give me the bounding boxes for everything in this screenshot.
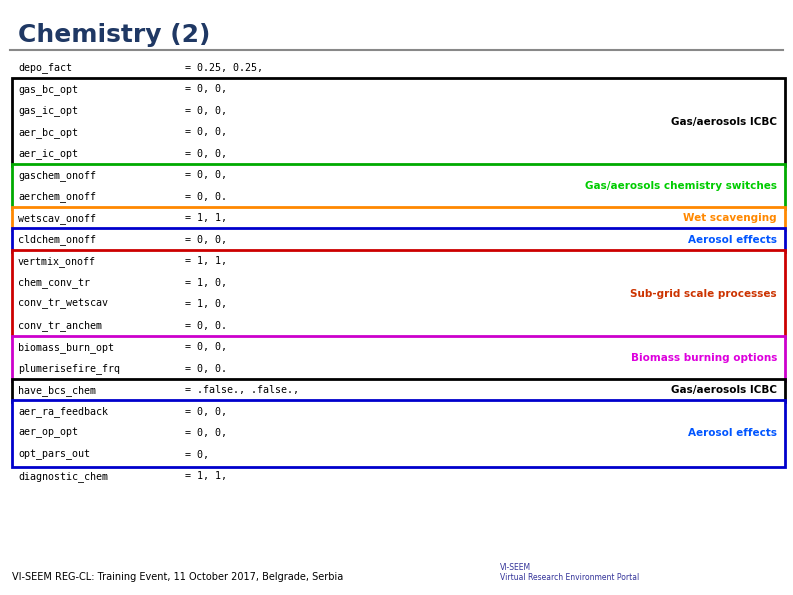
Text: = 0, 0,: = 0, 0, (185, 235, 227, 245)
Text: = 0, 0,: = 0, 0, (185, 342, 227, 352)
Text: Biomass burning options: Biomass burning options (630, 353, 777, 363)
Text: Gas/aerosols chemistry switches: Gas/aerosols chemistry switches (585, 181, 777, 191)
Text: = 0, 0.: = 0, 0. (185, 364, 227, 374)
FancyBboxPatch shape (12, 378, 785, 402)
FancyBboxPatch shape (12, 77, 785, 165)
Text: = 0, 0.: = 0, 0. (185, 321, 227, 331)
Text: vertmix_onoff: vertmix_onoff (18, 256, 96, 267)
Text: = 1, 0,: = 1, 0, (185, 299, 227, 309)
Text: plumerisefire_frq: plumerisefire_frq (18, 364, 120, 374)
Text: aer_ic_opt: aer_ic_opt (18, 148, 78, 159)
Text: VI-SEEM
Virtual Research Environment Portal: VI-SEEM Virtual Research Environment Por… (500, 563, 639, 582)
Text: VI-SEEM REG-CL: Training Event, 11 October 2017, Belgrade, Serbia: VI-SEEM REG-CL: Training Event, 11 Octob… (12, 572, 343, 582)
Text: gas_bc_opt: gas_bc_opt (18, 84, 78, 95)
FancyBboxPatch shape (12, 164, 785, 208)
Text: depo_fact: depo_fact (18, 62, 72, 73)
Text: = 0, 0.: = 0, 0. (185, 192, 227, 202)
Text: = 1, 0,: = 1, 0, (185, 278, 227, 288)
Text: gas_ic_opt: gas_ic_opt (18, 105, 78, 116)
Text: Wet scavenging: Wet scavenging (684, 213, 777, 223)
Text: cldchem_onoff: cldchem_onoff (18, 234, 96, 245)
Text: = 1, 1,: = 1, 1, (185, 471, 227, 481)
Text: = 0, 0,: = 0, 0, (185, 428, 227, 439)
Text: aer_bc_opt: aer_bc_opt (18, 127, 78, 137)
Text: = 0.25, 0.25,: = 0.25, 0.25, (185, 62, 263, 73)
FancyBboxPatch shape (12, 206, 785, 230)
Text: aerchem_onoff: aerchem_onoff (18, 192, 96, 202)
Text: gaschem_onoff: gaschem_onoff (18, 170, 96, 181)
Text: = 0, 0,: = 0, 0, (185, 149, 227, 159)
Text: wetscav_onoff: wetscav_onoff (18, 213, 96, 224)
Text: = 0, 0,: = 0, 0, (185, 407, 227, 416)
Text: = 0,: = 0, (185, 450, 209, 460)
Text: Aerosol effects: Aerosol effects (688, 235, 777, 245)
Text: Chemistry (2): Chemistry (2) (18, 23, 210, 47)
Text: Aerosol effects: Aerosol effects (688, 428, 777, 439)
Text: conv_tr_wetscav: conv_tr_wetscav (18, 299, 108, 309)
Text: chem_conv_tr: chem_conv_tr (18, 277, 90, 288)
FancyBboxPatch shape (12, 336, 785, 380)
Text: Sub-grid scale processes: Sub-grid scale processes (630, 289, 777, 299)
Text: Gas/aerosols ICBC: Gas/aerosols ICBC (671, 385, 777, 395)
Text: = 0, 0,: = 0, 0, (185, 84, 227, 94)
Text: diagnostic_chem: diagnostic_chem (18, 471, 108, 482)
Text: opt_pars_out: opt_pars_out (18, 450, 90, 460)
FancyBboxPatch shape (12, 400, 785, 466)
Text: aer_ra_feedback: aer_ra_feedback (18, 406, 108, 417)
FancyBboxPatch shape (12, 228, 785, 252)
Text: = 0, 0,: = 0, 0, (185, 170, 227, 180)
Text: conv_tr_anchem: conv_tr_anchem (18, 320, 102, 331)
Text: Gas/aerosols ICBC: Gas/aerosols ICBC (671, 117, 777, 127)
Text: = 1, 1,: = 1, 1, (185, 213, 227, 223)
Text: = 0, 0,: = 0, 0, (185, 127, 227, 137)
FancyBboxPatch shape (12, 249, 785, 337)
Text: = 0, 0,: = 0, 0, (185, 106, 227, 116)
Text: have_bcs_chem: have_bcs_chem (18, 385, 96, 396)
Text: biomass_burn_opt: biomass_burn_opt (18, 342, 114, 353)
Text: = .false., .false.,: = .false., .false., (185, 385, 299, 395)
Text: aer_op_opt: aer_op_opt (18, 428, 78, 439)
Text: = 1, 1,: = 1, 1, (185, 256, 227, 266)
